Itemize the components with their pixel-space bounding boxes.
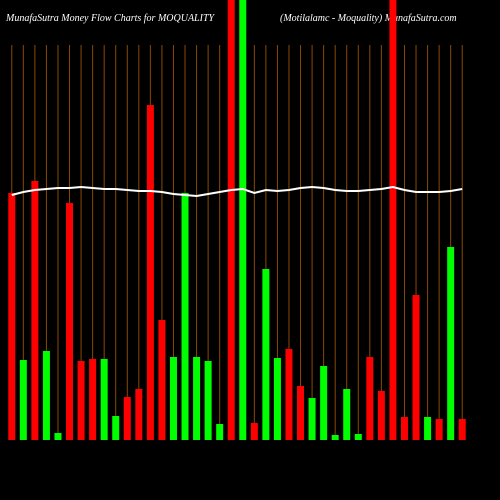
bar <box>19 360 27 440</box>
bar <box>146 105 154 440</box>
bar <box>181 193 189 440</box>
bar <box>112 416 120 440</box>
bar <box>77 361 85 440</box>
bar <box>447 247 455 440</box>
bar <box>412 295 420 440</box>
bar <box>297 386 305 440</box>
bar <box>354 434 362 440</box>
bar <box>123 397 131 440</box>
bar <box>239 0 247 440</box>
bar <box>169 357 177 440</box>
bar <box>250 423 258 440</box>
bar <box>400 417 408 440</box>
bar <box>343 389 351 440</box>
bar <box>204 361 212 440</box>
bar <box>273 358 281 440</box>
chart-title: MunafaSutra Money Flow Charts for MOQUAL… <box>5 13 216 24</box>
bar <box>42 351 50 440</box>
bar <box>66 203 74 440</box>
line <box>11 185 463 198</box>
bar <box>285 349 293 440</box>
bar <box>262 269 270 440</box>
bar <box>389 0 397 440</box>
bar <box>100 359 108 440</box>
bar <box>216 424 224 440</box>
bar <box>366 357 374 440</box>
chart-subtitle: (Motilalamc - Moquality) MunafaSutra.com <box>280 13 457 24</box>
bar <box>31 181 39 440</box>
bar <box>54 433 62 440</box>
bar <box>135 389 143 440</box>
bar <box>377 391 385 440</box>
bar <box>458 419 466 440</box>
bar <box>8 193 16 440</box>
bar <box>320 366 328 440</box>
bar <box>435 419 443 440</box>
bar <box>158 320 166 440</box>
bar <box>193 357 201 440</box>
bar <box>89 359 97 440</box>
bar <box>331 435 339 440</box>
bar <box>424 417 432 440</box>
bar <box>227 0 235 440</box>
bar <box>308 398 316 440</box>
